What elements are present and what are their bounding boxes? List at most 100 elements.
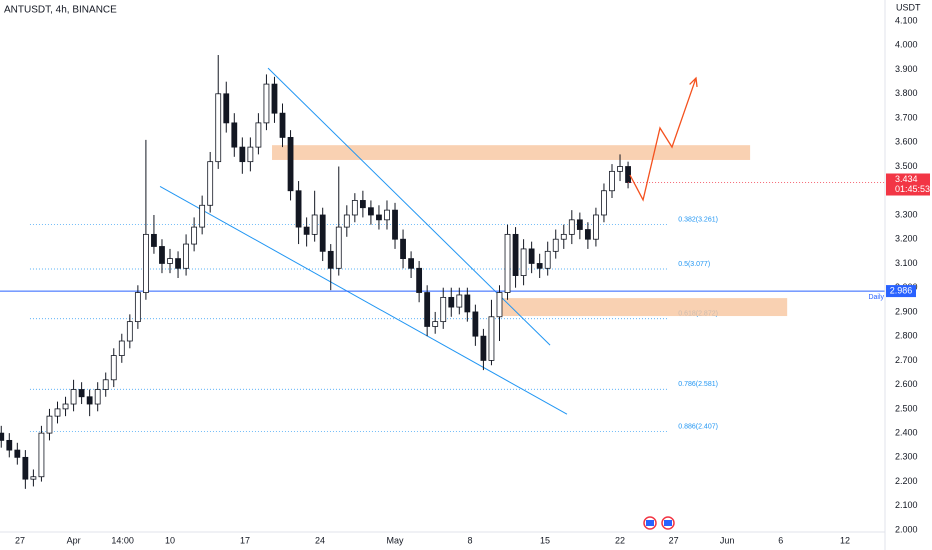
candle-body	[102, 379, 109, 390]
candle-body	[159, 246, 165, 264]
x-tick-label: 10	[165, 535, 175, 545]
daily-price-label: 2.986	[890, 285, 913, 295]
candle-body	[424, 292, 431, 327]
candle-body	[263, 83, 270, 124]
candle-body	[576, 219, 583, 230]
candle-body	[126, 321, 133, 342]
candle-body	[62, 403, 69, 410]
y-tick-label: 4.000	[895, 40, 918, 50]
candle-body	[14, 449, 21, 458]
candle-body	[584, 229, 591, 240]
trendline	[159, 185, 568, 415]
y-tick-label: 2.500	[895, 403, 918, 413]
candle-body	[568, 219, 575, 235]
candle-body	[151, 233, 157, 247]
candle-body	[78, 389, 85, 398]
y-tick-label: 2.900	[895, 306, 918, 316]
x-tick-label: 12	[840, 535, 850, 545]
candle-body	[601, 190, 607, 216]
projection-path	[629, 77, 697, 202]
y-tick-label: 2.800	[895, 331, 918, 341]
x-tick-label: 22	[615, 535, 625, 545]
y-tick-label: 3.900	[895, 64, 918, 74]
candle-body	[464, 294, 471, 313]
y-tick-label: 3.500	[895, 161, 918, 171]
candle-body	[134, 292, 141, 323]
candle-body	[351, 200, 358, 216]
candle-body	[496, 292, 503, 318]
x-tick-label: 6	[778, 535, 783, 545]
candle-body	[504, 233, 511, 293]
candle-body	[408, 258, 414, 269]
y-tick-label: 3.800	[895, 88, 918, 98]
y-tick-label: 3.100	[895, 258, 918, 268]
x-tick-label: Jun	[720, 535, 735, 545]
candle-body	[368, 207, 374, 216]
current-price-tag	[886, 173, 930, 196]
candle-body	[512, 233, 519, 276]
candle-body	[295, 190, 302, 228]
x-tick-label: 15	[540, 535, 550, 545]
x-tick-label: 27	[669, 535, 679, 545]
candle-body	[488, 316, 495, 361]
candle-body	[271, 83, 278, 114]
candle-body	[609, 170, 615, 192]
candle-body	[560, 233, 567, 240]
candle-body	[231, 122, 238, 148]
candle-body	[528, 248, 535, 264]
daily-label: Daily	[868, 294, 884, 301]
x-tick-label: 17	[240, 535, 250, 545]
x-tick-label: 24	[315, 535, 325, 545]
y-tick-label: 2.000	[895, 524, 918, 534]
y-tick-label: 2.600	[895, 379, 918, 389]
candle-body	[319, 214, 326, 252]
candle-body	[303, 226, 310, 235]
y-tick-label: 2.300	[895, 452, 918, 462]
candle-body	[223, 93, 230, 124]
y-tick-label: 3.700	[895, 112, 918, 122]
candle-body	[6, 439, 13, 451]
daily-price-tag	[886, 285, 916, 298]
candle-body	[343, 214, 350, 228]
candle-body	[191, 226, 198, 245]
candle-body	[167, 258, 173, 264]
current-price-label: 3.434	[895, 174, 918, 184]
candle-body	[183, 243, 189, 269]
x-tick-label: 14:00	[111, 535, 134, 545]
trendline	[267, 67, 551, 346]
chart-title: ANTUSDT, 4h, BINANCE	[4, 5, 117, 16]
candle-body	[46, 415, 53, 434]
candle-body	[287, 137, 294, 192]
candle-body	[625, 166, 631, 183]
candle-body	[359, 200, 366, 209]
candle-body	[480, 335, 487, 361]
fib-level-label: 0.5(3.077)	[678, 261, 710, 268]
event-flag	[664, 520, 672, 526]
y-axis-label: USDT	[896, 2, 921, 12]
candle-body	[432, 321, 439, 327]
y-tick-label: 3.300	[895, 209, 918, 219]
candle-body	[143, 233, 149, 293]
plot-area: 0.382(3.261)0.5(3.077)0.618(2.872)0.786(…	[0, 55, 885, 489]
candle-body	[22, 456, 29, 480]
projection-arrowhead	[689, 76, 698, 88]
candle-body	[520, 248, 527, 276]
x-tick-label: Apr	[67, 535, 81, 545]
candle-body	[400, 238, 406, 260]
candle-body	[448, 296, 455, 308]
candle-body	[456, 294, 463, 308]
event-flag	[646, 520, 654, 526]
candle-body	[440, 296, 447, 323]
y-tick-label: 2.400	[895, 427, 918, 437]
y-tick-label: 2.200	[895, 476, 918, 486]
candle-body	[38, 432, 45, 478]
candle-body	[247, 146, 254, 163]
y-tick-label: 2.100	[895, 500, 918, 510]
candle-body	[199, 204, 206, 228]
candle-body	[118, 340, 125, 356]
candle-body	[376, 214, 382, 221]
x-tick-label: 8	[468, 535, 473, 545]
candle-body	[175, 258, 181, 269]
zone	[497, 298, 788, 317]
